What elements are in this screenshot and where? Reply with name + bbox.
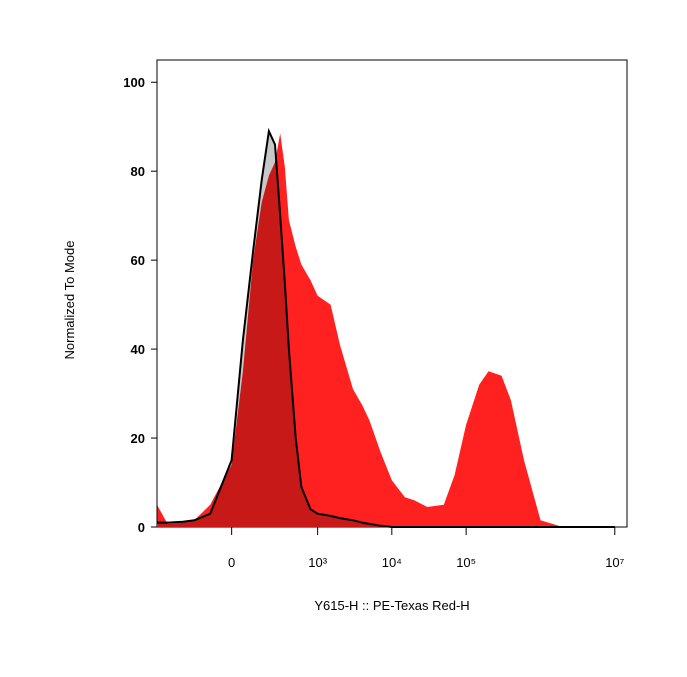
x-axis-label: Y615-H :: PE-Texas Red-H — [314, 598, 469, 613]
x-tick-label: 10⁷ — [605, 555, 624, 570]
y-tick-label: 40 — [131, 342, 145, 357]
x-tick-label: 0 — [228, 555, 235, 570]
x-tick-label: 10⁴ — [382, 555, 402, 570]
plot-frame — [156, 59, 628, 528]
y-tick-label: 80 — [131, 164, 145, 179]
y-axis-label: Normalized To Mode — [62, 241, 77, 360]
y-tick-label: 0 — [138, 520, 145, 535]
x-tick-label: 10⁵ — [456, 555, 476, 570]
histogram-area — [157, 133, 615, 527]
y-tick-label: 20 — [131, 431, 145, 446]
y-tick-label: 60 — [131, 253, 145, 268]
histogram-outline — [157, 127, 615, 528]
y-tick-label: 100 — [123, 75, 145, 90]
x-tick-label: 10³ — [308, 555, 327, 570]
